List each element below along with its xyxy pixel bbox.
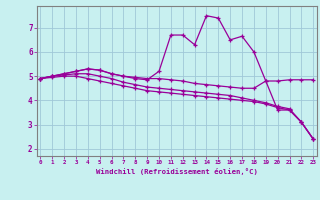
X-axis label: Windchill (Refroidissement éolien,°C): Windchill (Refroidissement éolien,°C) xyxy=(96,168,258,175)
